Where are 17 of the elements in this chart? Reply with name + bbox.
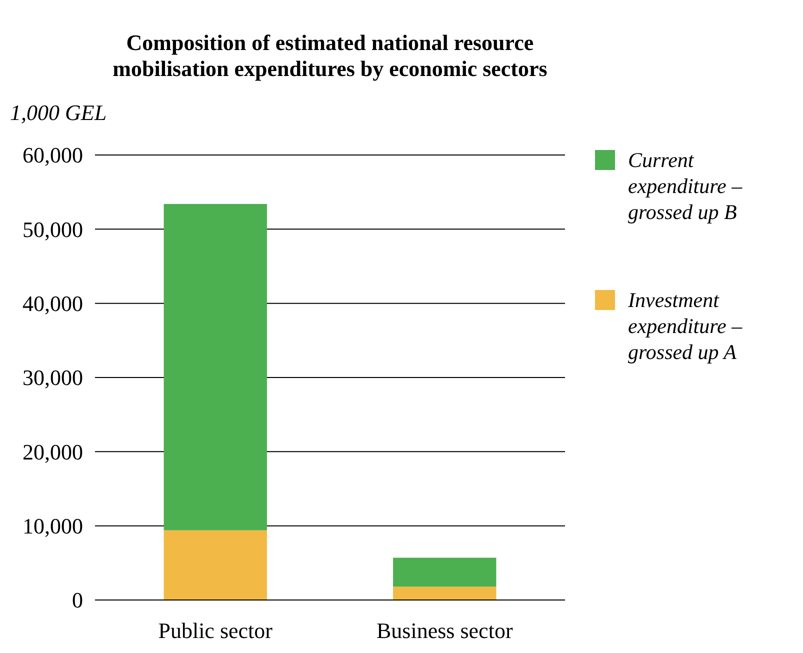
bar [393,558,496,587]
x-tick-label: Public sector [158,618,274,643]
y-tick-label: 40,000 [22,291,83,316]
legend-label: Current expenditure – grossed up B [628,148,743,224]
y-axis-title: 1,000 GEL [10,100,107,125]
bar [393,586,496,600]
bar [164,530,267,600]
y-tick-label: 30,000 [22,365,83,390]
bar [164,204,267,530]
chart-title: Composition of estimated national resource mobilisation expenditures by economic sectors [112,30,548,81]
y-tick-label: 20,000 [22,439,83,464]
legend-label: Investment expenditure – grossed up A [627,288,743,364]
y-tick-label: 50,000 [22,216,83,242]
x-tick-label: Business sector [376,618,514,643]
y-tick-label: 60,000 [22,142,83,168]
y-tick-label: 0 [72,588,83,613]
y-tick-label: 10,000 [22,514,83,539]
